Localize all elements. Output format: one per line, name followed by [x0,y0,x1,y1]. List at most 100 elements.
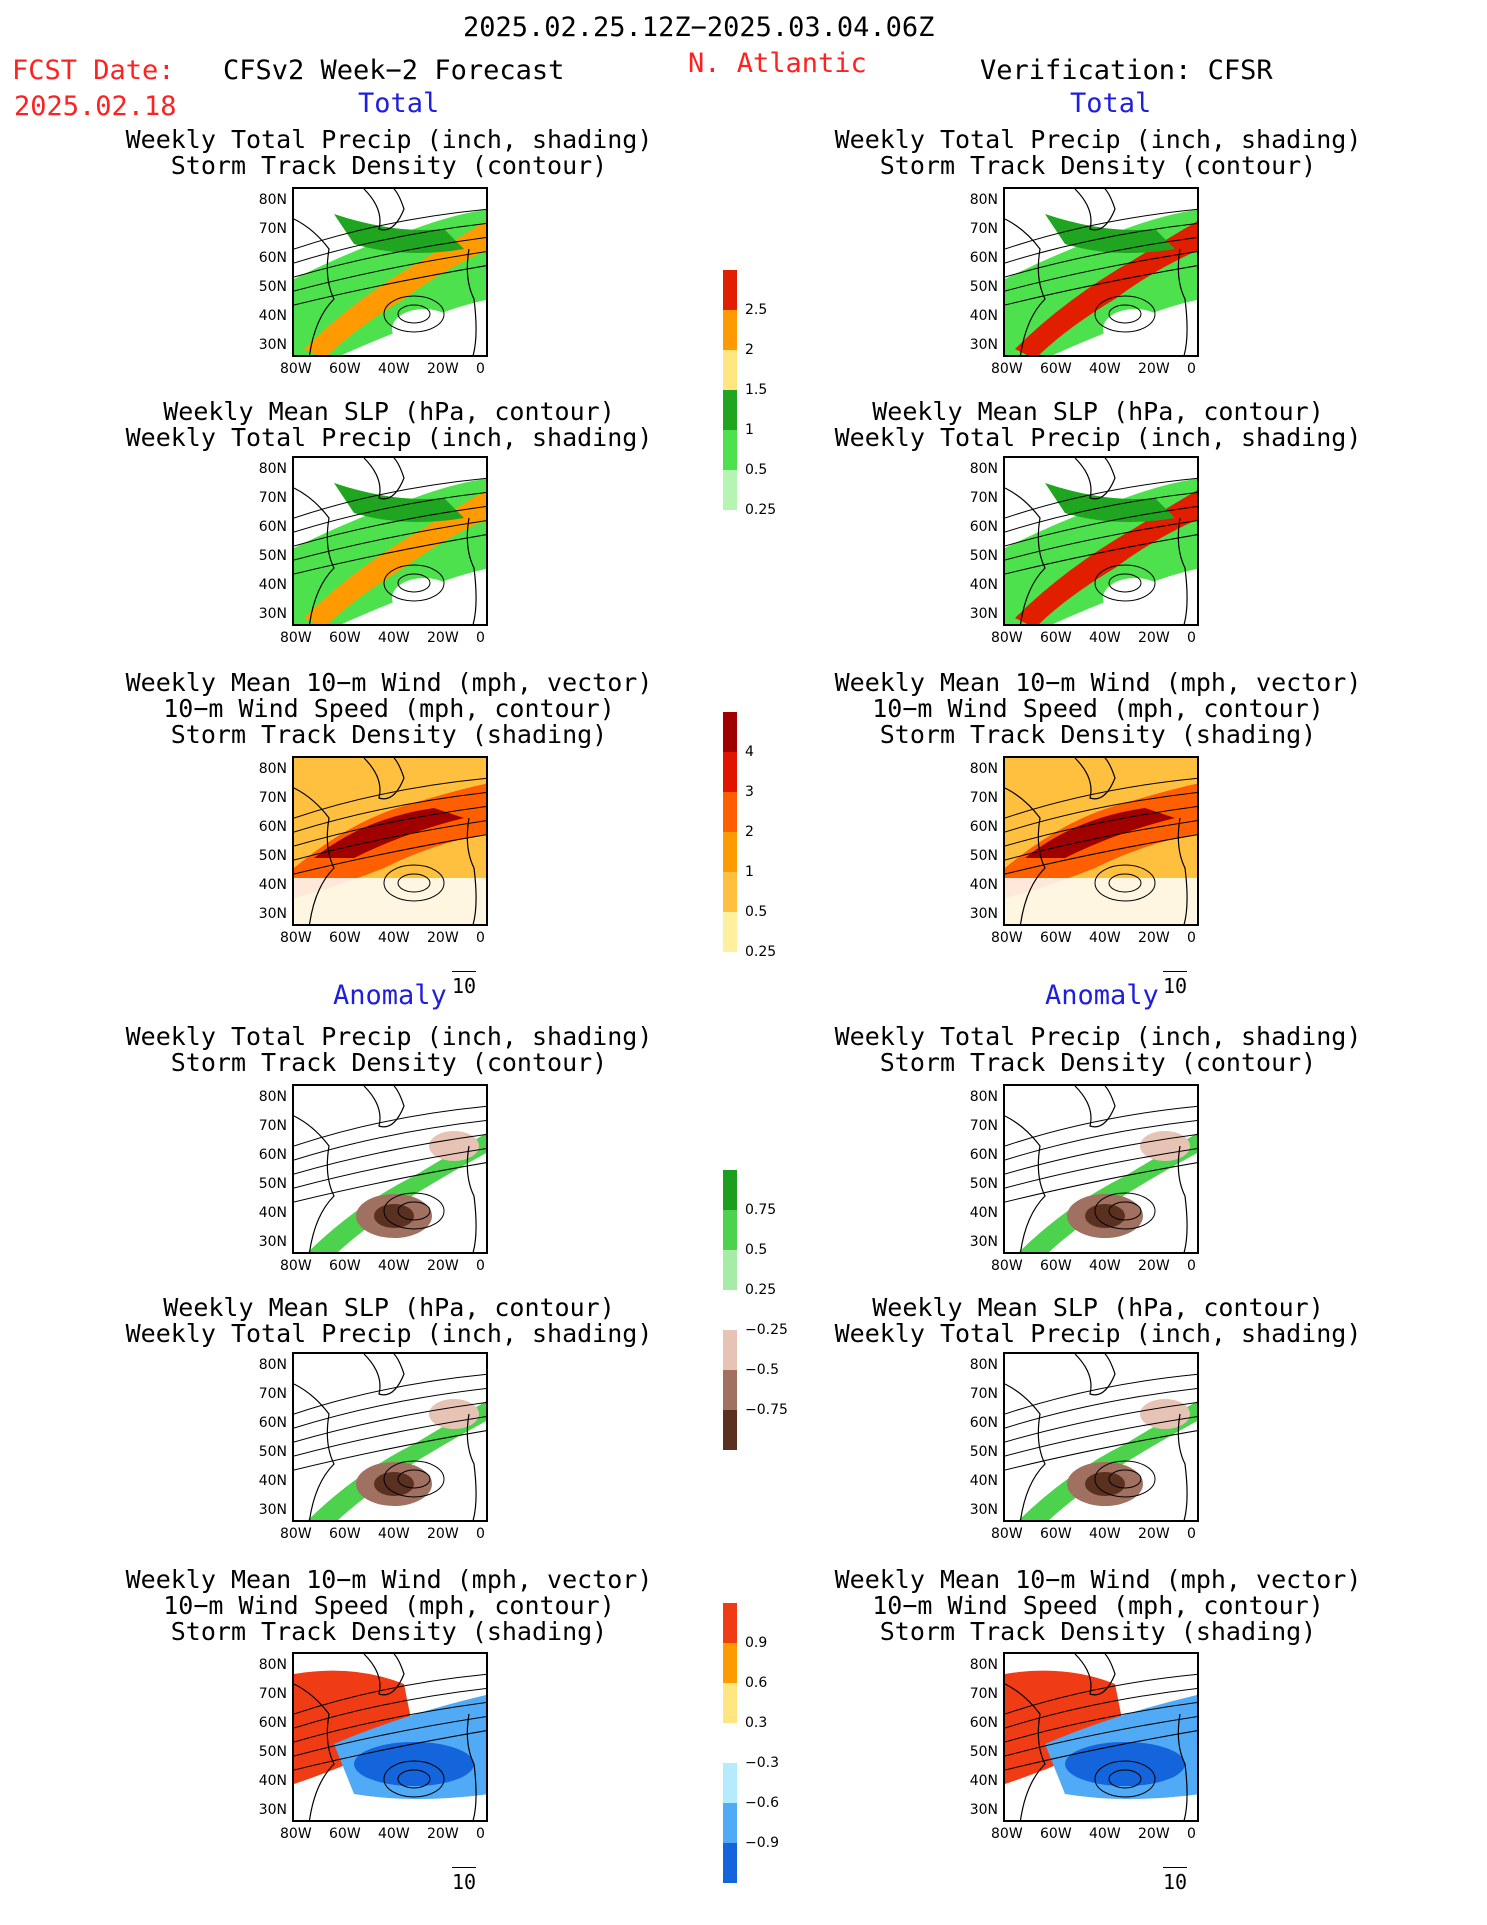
colorbar-segment [723,1723,737,1763]
colorbar-segment [723,310,737,350]
colorbar-tick-precip_total-2: 1.5 [745,382,768,398]
colorbar-segment [723,912,737,952]
lat-label-30N: 30N [969,1502,998,1518]
map-forecast-slp-total [292,456,488,626]
lat-label-80N: 80N [258,761,287,777]
panel-title-forecast-5-0: Weekly Mean 10−m Wind (mph, vector) [125,1565,653,1594]
lat-label-50N: 50N [969,1444,998,1460]
verification-title: Verification: CFSR [980,55,1273,86]
lat-label-50N: 50N [258,1444,287,1460]
colorbar-tick-precip_total-4: 0.5 [745,462,768,478]
lat-label-50N: 50N [258,848,287,864]
lon-label-0: 0 [1187,630,1196,646]
lon-label-20W: 20W [1138,1258,1170,1274]
lon-label-0: 0 [476,1258,485,1274]
colorbar-tick-storm_total-4: 0.5 [745,904,768,920]
lon-label-0: 0 [476,1526,485,1542]
lon-label-40W: 40W [1089,1526,1121,1542]
lat-label-60N: 60N [969,819,998,835]
map-forecast-precip-total [292,187,488,357]
colorbar-tick-storm_total-3: 1 [745,864,754,880]
lat-label-30N: 30N [969,1802,998,1818]
lon-label-0: 0 [476,930,485,946]
lon-label-40W: 40W [378,630,410,646]
lat-label-50N: 50N [258,1176,287,1192]
lat-label-70N: 70N [258,790,287,806]
lon-label-40W: 40W [378,1526,410,1542]
lon-label-80W: 80W [280,630,312,646]
map-forecast-precip-anom [292,1084,488,1254]
map-field [1005,458,1197,624]
map-field [1005,1354,1197,1520]
lat-label-60N: 60N [969,519,998,535]
lat-label-30N: 30N [258,1802,287,1818]
panel-title-forecast-0-1: Storm Track Density (contour) [170,151,608,180]
colorbar-segment [723,1803,737,1843]
lat-label-30N: 30N [258,1234,287,1250]
lat-label-80N: 80N [969,461,998,477]
panel-title-verification-0-0: Weekly Total Precip (inch, shading) [834,125,1362,154]
lat-label-40N: 40N [258,1473,287,1489]
colorbar-precip_total [723,270,737,510]
map-forecast-wind-total [292,756,488,926]
lat-label-80N: 80N [258,1357,287,1373]
vector-reference-forecast: 10 [452,1867,477,1894]
colorbar-tick-precip_total-0: 2.5 [745,302,768,318]
lat-label-30N: 30N [969,1234,998,1250]
lat-label-40N: 40N [969,877,998,893]
panel-title-verification-0-1: Storm Track Density (contour) [879,151,1317,180]
lat-label-60N: 60N [969,1147,998,1163]
lon-label-40W: 40W [1089,630,1121,646]
panel-title-forecast-5-1: 10−m Wind Speed (mph, contour) [163,1591,615,1620]
lon-label-80W: 80W [991,1258,1023,1274]
map-field [294,458,486,624]
lat-label-40N: 40N [258,308,287,324]
colorbar-segment [723,1843,737,1883]
lat-label-30N: 30N [258,1502,287,1518]
lon-label-80W: 80W [280,1258,312,1274]
lat-label-70N: 70N [258,1686,287,1702]
lat-label-30N: 30N [969,337,998,353]
colorbar-segment [723,1330,737,1370]
colorbar-segment [723,390,737,430]
lon-label-20W: 20W [1138,361,1170,377]
lon-label-40W: 40W [378,1826,410,1842]
colorbar-tick-storm_anom-2: 0.3 [745,1715,768,1731]
lat-label-40N: 40N [258,877,287,893]
vector-reference-verification: 10 [1163,971,1188,998]
lon-label-20W: 20W [1138,630,1170,646]
date-range-title: 2025.02.25.12Z−2025.03.04.06Z [463,12,935,43]
lon-label-0: 0 [1187,361,1196,377]
lat-label-60N: 60N [258,819,287,835]
colorbar-segment [723,1290,737,1330]
lat-label-50N: 50N [258,279,287,295]
panel-title-verification-2-0: Weekly Mean 10−m Wind (mph, vector) [834,668,1362,697]
lat-label-50N: 50N [969,279,998,295]
lat-label-80N: 80N [258,1657,287,1673]
map-field [294,189,486,355]
lat-label-60N: 60N [969,1715,998,1731]
panel-title-forecast-2-2: Storm Track Density (shading) [170,720,608,749]
lat-label-40N: 40N [969,577,998,593]
map-field [1005,758,1197,924]
lon-label-80W: 80W [280,1526,312,1542]
colorbar-segment [723,350,737,390]
panel-title-verification-4-1: Weekly Total Precip (inch, shading) [834,1319,1362,1348]
map-verification-precip-total [1003,187,1199,357]
lat-label-70N: 70N [969,1118,998,1134]
colorbar-segment [723,1170,737,1210]
map-verification-wind-total [1003,756,1199,926]
colorbar-tick-precip_anom-3: −0.25 [745,1322,788,1338]
lat-label-80N: 80N [258,192,287,208]
colorbar-precip_anom [723,1170,737,1450]
lat-label-70N: 70N [969,221,998,237]
lat-label-60N: 60N [258,1415,287,1431]
lat-label-50N: 50N [258,548,287,564]
panel-title-verification-2-2: Storm Track Density (shading) [879,720,1317,749]
colorbar-tick-storm_total-2: 2 [745,824,754,840]
lat-label-60N: 60N [258,519,287,535]
section-total-forecast: Total [358,88,440,119]
colorbar-segment [723,712,737,752]
lon-label-0: 0 [476,1826,485,1842]
vector-reference-forecast: 10 [452,971,477,998]
